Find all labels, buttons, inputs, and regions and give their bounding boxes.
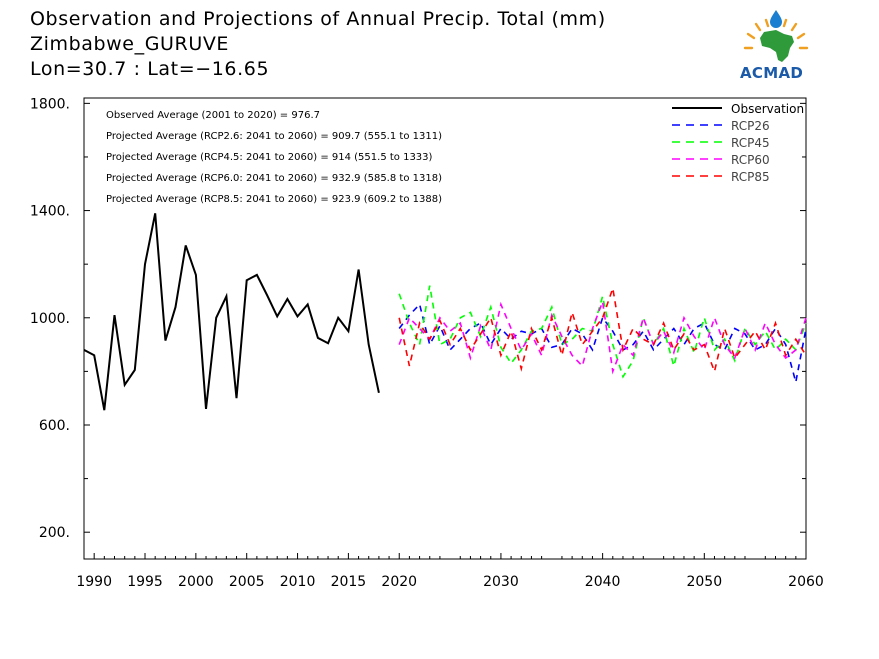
x-tick-label: 2000 xyxy=(178,574,214,590)
x-tick-label: 2060 xyxy=(788,574,824,590)
y-tick-label: 1800. xyxy=(30,96,70,112)
y-tick-label: 600. xyxy=(39,418,70,434)
plot-frame xyxy=(83,97,807,560)
x-tick-label: 2005 xyxy=(229,574,265,590)
y-tick-label: 200. xyxy=(39,525,70,541)
legend-label-rcp26: RCP26 xyxy=(731,119,770,133)
x-tick-label: 2020 xyxy=(381,574,417,590)
x-tick-label: 2015 xyxy=(331,574,367,590)
annotation-text: Observed Average (2001 to 2020) = 976.7 xyxy=(106,110,320,121)
series-line-observation xyxy=(83,213,380,411)
legend-label-rcp60: RCP60 xyxy=(731,153,770,167)
x-tick-label: 2050 xyxy=(686,574,722,590)
series-line-rcp26 xyxy=(398,302,807,383)
legend-label-rcp45: RCP45 xyxy=(731,136,770,150)
legend-label-observation: Observation xyxy=(731,102,804,116)
chart-title: Observation and Projections of Annual Pr… xyxy=(30,8,606,30)
x-tick-label: 2030 xyxy=(483,574,519,590)
y-tick-label: 1000. xyxy=(30,311,70,327)
annotation-text: Projected Average (RCP4.5: 2041 to 2060)… xyxy=(106,152,433,163)
y-tick-label: 1400. xyxy=(30,204,70,220)
x-tick-label: 2010 xyxy=(280,574,316,590)
legend-label-rcp85: RCP85 xyxy=(731,170,770,184)
x-tick-label: 2040 xyxy=(585,574,621,590)
acmad-logo xyxy=(743,10,809,62)
annotation-text: Projected Average (RCP8.5: 2041 to 2060)… xyxy=(106,194,442,205)
series-line-rcp60 xyxy=(398,298,807,375)
annotation-text: Projected Average (RCP2.6: 2041 to 2060)… xyxy=(106,131,442,142)
location-name: Zimbabwe_GURUVE xyxy=(30,33,230,55)
series-line-rcp85 xyxy=(398,288,807,375)
x-tick-label: 1995 xyxy=(127,574,163,590)
coordinates: Lon=30.7 : Lat=−16.65 xyxy=(30,58,270,80)
x-tick-label: 1990 xyxy=(76,574,112,590)
annotation-text: Projected Average (RCP6.0: 2041 to 2060)… xyxy=(106,173,442,184)
series-line-rcp45 xyxy=(398,285,807,379)
logo-text: ACMAD xyxy=(740,64,804,82)
